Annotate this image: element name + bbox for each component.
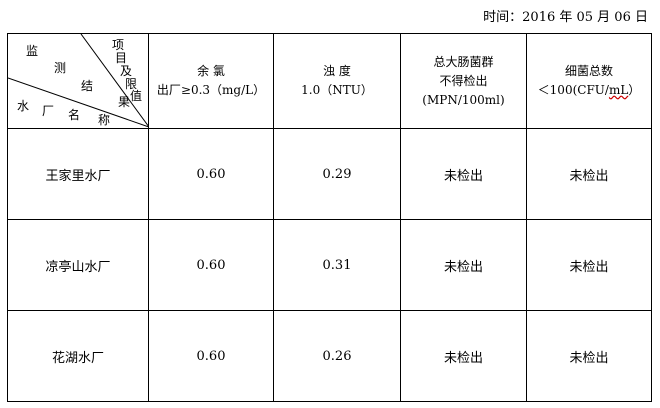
chlorine-value: 0.60 (148, 219, 274, 311)
turbidity-value: 0.31 (273, 219, 401, 311)
header-chlorine: 余 氯出厂≥0.3（mg/L） (148, 33, 274, 129)
corner-text: 项 (112, 38, 125, 52)
bacteria-value: 未检出 (526, 219, 652, 311)
header-row: 监 测 结 果 项 目 及 限 值 水 厂 名 称 余 氯出厂≥0.3（mg/L… (7, 33, 652, 129)
corner-text: 称 (98, 113, 111, 127)
turbidity-value: 0.29 (273, 128, 401, 220)
limit-unit: mL (608, 83, 629, 97)
header-coliform: 总大肠菌群不得检出 (MPN/100ml) (400, 33, 527, 129)
corner-text: 值 (130, 89, 143, 103)
date-value: 2016 年 05 月 06 日 (522, 10, 648, 25)
header-limit: 出厂≥0.3（mg/L） (156, 83, 266, 97)
table-row: 王家里水厂 0.60 0.29 未检出 未检出 (7, 128, 652, 220)
plant-name: 花湖水厂 (7, 310, 149, 402)
chlorine-value: 0.60 (148, 128, 274, 220)
corner-text: 结 (81, 79, 94, 93)
coliform-value: 未检出 (400, 310, 527, 402)
header-limit: 不得检出 (439, 73, 488, 88)
diagonal-lines (8, 34, 149, 128)
header-name: 余 氯 (197, 64, 225, 78)
chlorine-value: 0.60 (148, 310, 274, 402)
corner-text: 及 (120, 64, 133, 78)
water-quality-table: 监 测 结 果 项 目 及 限 值 水 厂 名 称 余 氯出厂≥0.3（mg/L… (7, 33, 652, 402)
table-row: 凉亭山水厂 0.60 0.31 未检出 未检出 (7, 219, 652, 311)
corner-text: 目 (115, 51, 128, 65)
header-name: 细菌总数 (564, 64, 613, 78)
corner-text: 测 (54, 61, 67, 75)
header-name: 浊 度 (323, 64, 351, 78)
header-unit: (MPN/100ml) (422, 92, 505, 107)
coliform-value: 未检出 (400, 128, 527, 220)
corner-text: 果 (118, 95, 131, 109)
corner-text: 水 (17, 99, 30, 113)
header-limit: 1.0（NTU） (301, 83, 373, 97)
corner-text: 监 (26, 44, 39, 58)
date-label: 时间： (483, 10, 523, 25)
coliform-value: 未检出 (400, 219, 527, 311)
table-row: 花湖水厂 0.60 0.26 未检出 未检出 (7, 310, 652, 402)
header-limit: ＜100(CFU/mL） (527, 81, 651, 100)
plant-name: 凉亭山水厂 (7, 219, 149, 311)
report-date: 时间：2016 年 05 月 06 日 (483, 6, 648, 25)
limit-text: ） (628, 83, 641, 97)
header-bacteria: 细菌总数 ＜100(CFU/mL） (526, 33, 652, 129)
bacteria-value: 未检出 (526, 310, 652, 402)
turbidity-value: 0.26 (273, 310, 401, 402)
limit-text: ＜100(CFU/ (537, 83, 609, 97)
bacteria-value: 未检出 (526, 128, 652, 220)
header-name: 总大肠菌群 (433, 54, 494, 69)
plant-name: 王家里水厂 (7, 128, 149, 220)
corner-text: 限 (125, 77, 138, 91)
diagonal-header-cell: 监 测 结 果 项 目 及 限 值 水 厂 名 称 (7, 33, 149, 129)
header-turbidity: 浊 度 1.0（NTU） (273, 33, 401, 129)
corner-text: 厂 (42, 104, 55, 118)
corner-text: 名 (68, 108, 81, 122)
